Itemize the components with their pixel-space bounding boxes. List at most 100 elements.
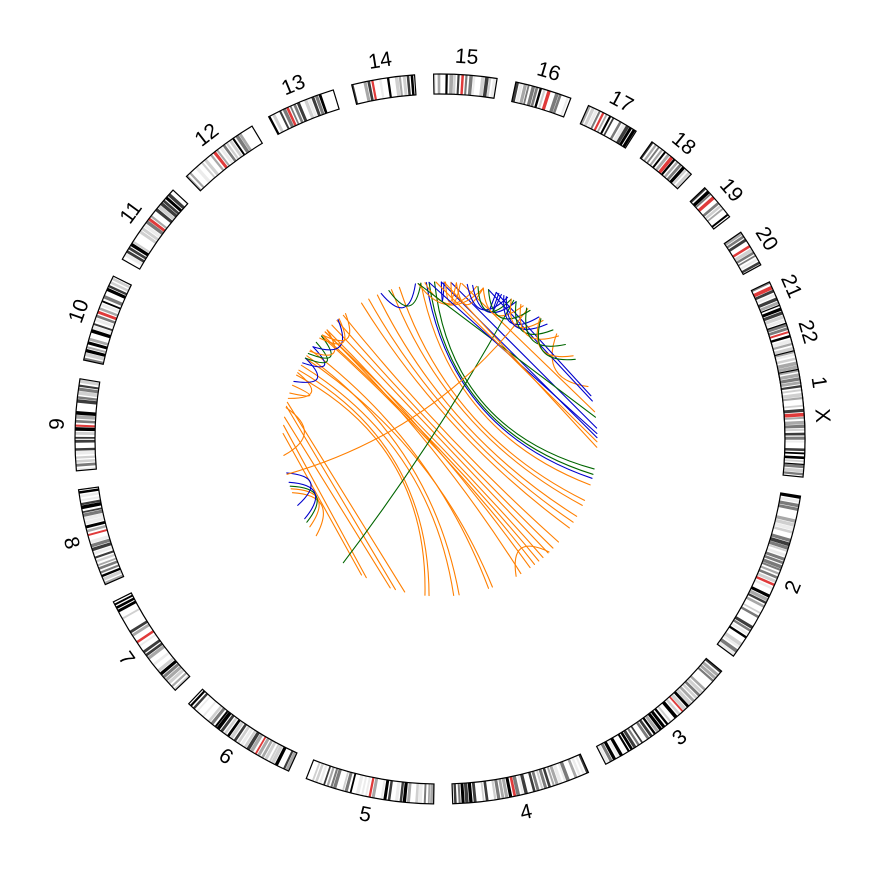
chromosome-20 — [723, 231, 762, 276]
chromosome-label-20: 20 — [751, 223, 783, 255]
link-53 — [380, 283, 416, 309]
link-75 — [537, 318, 576, 361]
link-8 — [425, 282, 593, 479]
link-25 — [310, 349, 490, 589]
link-14 — [360, 302, 570, 529]
chromosome-9 — [74, 378, 101, 472]
link-20 — [320, 335, 536, 565]
chromosome-label-17: 17 — [606, 86, 637, 117]
link-72 — [519, 303, 560, 340]
link-71 — [514, 301, 554, 335]
chromosome-8 — [77, 486, 125, 586]
chromosome-label-3: 3 — [668, 725, 692, 750]
link-17 — [331, 324, 549, 554]
link-60 — [455, 282, 484, 306]
chromosome-label-x: X — [810, 408, 834, 423]
link-66 — [482, 287, 524, 317]
link-65 — [472, 284, 517, 313]
link-24 — [304, 357, 493, 588]
chromosome-4 — [451, 753, 590, 805]
chromosome-label-2: 2 — [780, 577, 806, 597]
link-9 — [420, 282, 591, 486]
link-55 — [417, 282, 484, 306]
link-79 — [443, 281, 598, 448]
link-18 — [324, 331, 544, 559]
chromosome-label-11: 11 — [115, 197, 146, 228]
chromosome-label-13: 13 — [278, 70, 308, 100]
link-26 — [306, 355, 460, 596]
link-7 — [428, 281, 594, 475]
link-73 — [525, 307, 566, 347]
link-38 — [289, 485, 318, 523]
link-37 — [290, 488, 320, 528]
chromosome-5 — [305, 759, 435, 805]
link-61 — [488, 291, 497, 312]
chromosome-18 — [639, 141, 693, 190]
link-6 — [433, 281, 595, 470]
link-36 — [291, 492, 324, 537]
link-4 — [450, 281, 598, 429]
chromosome-3 — [595, 657, 723, 766]
chromosome-label-4: 4 — [518, 800, 535, 825]
link-10 — [398, 286, 586, 501]
chromosome-17 — [579, 104, 637, 149]
chromosome-2 — [716, 492, 802, 657]
link-40 — [286, 472, 312, 506]
link-51 — [319, 318, 346, 345]
link-47 — [304, 341, 328, 364]
link-56 — [424, 282, 478, 305]
chromosome-label-16: 16 — [534, 57, 563, 86]
chromosome-label-9: 9 — [46, 418, 69, 431]
link-58 — [444, 281, 457, 303]
chromosome-label-22: 22 — [793, 317, 822, 346]
link-13 — [368, 298, 574, 523]
chromosome-label-7: 7 — [113, 647, 139, 670]
link-21 — [326, 329, 531, 569]
link-67 — [487, 289, 531, 320]
chromosome-label-15: 15 — [454, 45, 479, 70]
link-70 — [505, 296, 548, 330]
link-32 — [283, 416, 391, 589]
chromosome-12 — [185, 125, 264, 192]
ideogram-ring — [74, 73, 806, 805]
link-63 — [466, 283, 509, 311]
link-50 — [312, 319, 343, 351]
link-27 — [300, 364, 455, 596]
link-12 — [376, 294, 578, 517]
link-78 — [435, 281, 598, 443]
chromosome-label-12: 12 — [191, 119, 224, 151]
link-45 — [293, 357, 319, 383]
chromosome-label-10: 10 — [64, 296, 93, 326]
chromosome-15 — [433, 73, 498, 99]
link-28 — [298, 369, 430, 597]
link-54 — [388, 282, 422, 307]
link-59 — [450, 281, 462, 303]
link-29 — [296, 374, 426, 596]
chromosome-10 — [82, 275, 133, 366]
link-34 — [282, 432, 363, 576]
chromosome-label-6: 6 — [215, 744, 238, 770]
chromosome-label-8: 8 — [59, 534, 84, 551]
link-57 — [440, 281, 445, 303]
chromosome-label-19: 19 — [715, 174, 748, 207]
link-3 — [461, 282, 596, 413]
link-31 — [285, 405, 396, 591]
chromosome-21 — [750, 281, 781, 314]
link-22 — [324, 331, 522, 575]
link-52 — [321, 313, 351, 342]
link-49 — [309, 329, 336, 356]
chromosome-6 — [187, 688, 298, 772]
chromosome-19 — [689, 186, 731, 230]
link-23 — [514, 545, 550, 577]
chromosome-label-14: 14 — [367, 47, 394, 73]
link-0 — [551, 333, 589, 388]
chromosome-label-21: 21 — [776, 271, 806, 302]
chromosome-label-1: 1 — [807, 375, 831, 390]
link-11 — [390, 289, 583, 506]
link-41 — [286, 308, 529, 475]
chromosome-label-5: 5 — [357, 802, 373, 827]
chromosome-22 — [766, 322, 795, 357]
link-42 — [283, 407, 305, 456]
